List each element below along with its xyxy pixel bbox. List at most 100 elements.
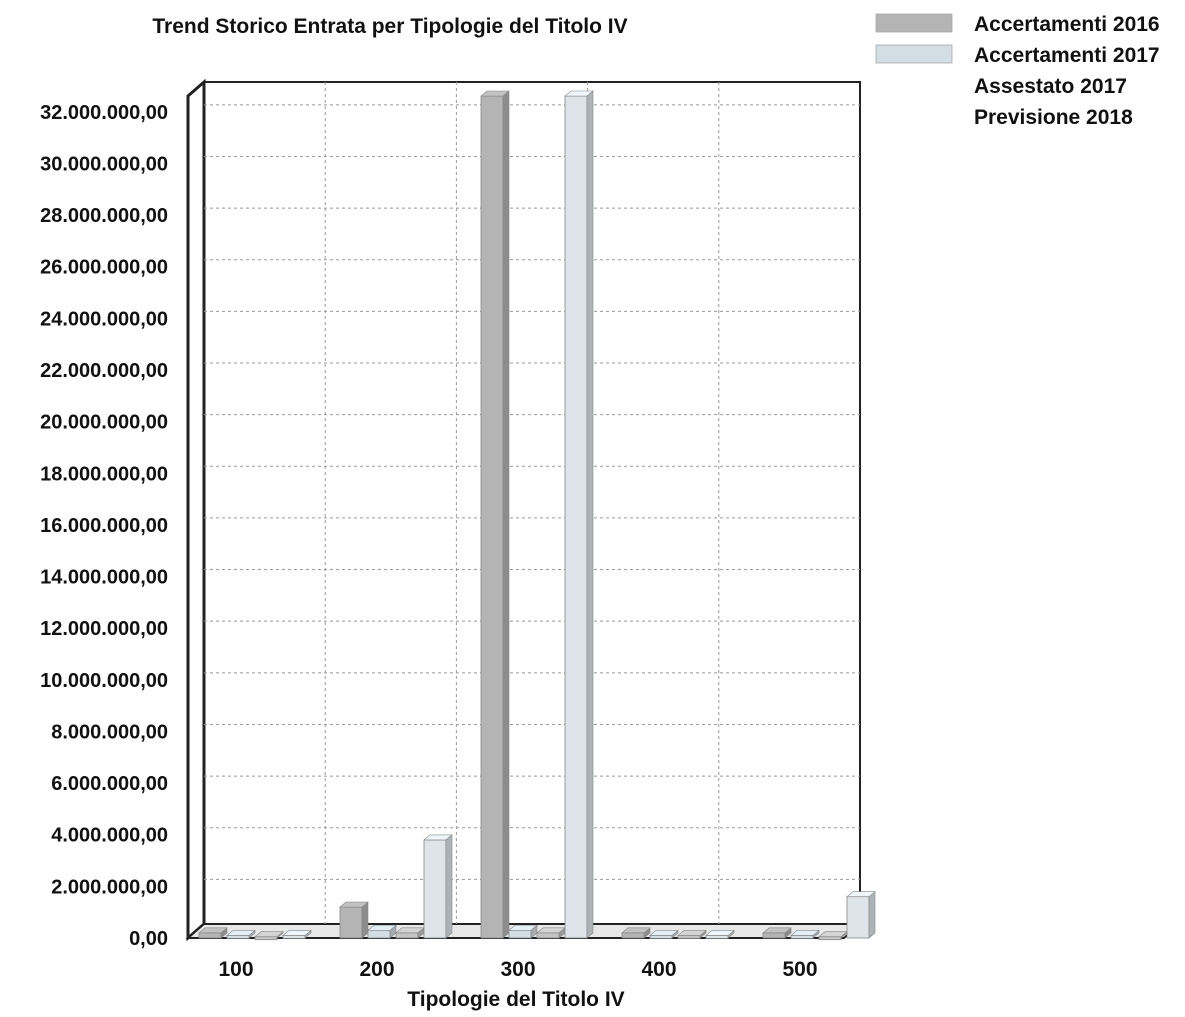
bar: [423, 834, 453, 939]
bar-top: [423, 834, 453, 841]
y-tick-label: 22.000.000,00: [40, 360, 168, 382]
bar-face: [621, 932, 645, 939]
bar-face: [198, 932, 222, 939]
bar-face: [339, 906, 363, 939]
x-axis: 100 200 300 400 500: [218, 958, 817, 981]
bar-top: [790, 930, 820, 936]
y-tick-label: 20.000.000,00: [40, 412, 168, 434]
bar-face: [423, 839, 447, 939]
bar-face: [790, 935, 814, 939]
bar-side: [361, 901, 369, 939]
legend: Accertamenti 2016 Accertamenti 2017 Assest…: [875, 13, 1160, 129]
bar: [282, 929, 312, 939]
bars: [198, 90, 876, 941]
legend-item: Accertamenti 2017: [875, 44, 1160, 67]
y-tick-label: 32.000.000,00: [40, 102, 168, 124]
bar-face: [282, 935, 306, 939]
bar-face: [367, 929, 391, 939]
bar: [536, 927, 566, 939]
x-tick-label: 400: [641, 958, 676, 981]
bar-top: [226, 930, 256, 936]
bar-side: [445, 834, 453, 939]
y-tick-label: 12.000.000,00: [40, 618, 168, 640]
bar-side: [502, 90, 510, 939]
bar-top: [339, 901, 369, 908]
y-axis: 0,00 2.000.000,00 4.000.000,00 6.000.000,00…: [40, 102, 168, 950]
bar-top: [508, 924, 538, 931]
y-tick-label: 2.000.000,00: [51, 876, 168, 898]
bar-face: [705, 935, 729, 939]
bar-top: [282, 930, 312, 936]
bar-side: [868, 891, 876, 939]
bar-top: [705, 930, 735, 936]
bar-top: [649, 930, 679, 936]
bar-face: [564, 95, 588, 939]
bar: [705, 929, 735, 939]
bar: [649, 929, 679, 939]
bar-top: [564, 90, 594, 97]
bar: [339, 901, 369, 939]
y-tick-label: 4.000.000,00: [51, 825, 168, 847]
gridlines: [204, 82, 860, 924]
plot-back-wall: [203, 81, 861, 925]
bar-face: [226, 935, 250, 939]
bar: [677, 929, 707, 939]
chart-title: Trend Storico Entrata per Tipologie del …: [152, 15, 627, 38]
bar-face: [762, 932, 786, 939]
bar: [480, 90, 510, 939]
y-tick-label: 30.000.000,00: [40, 153, 168, 175]
bar-top: [846, 891, 876, 897]
x-tick-label: 200: [359, 958, 394, 981]
y-tick-label: 26.000.000,00: [40, 257, 168, 279]
y-tick-label: 28.000.000,00: [40, 205, 168, 227]
y-tick-label: 18.000.000,00: [40, 463, 168, 485]
bar-side: [586, 90, 594, 939]
bar-face: [395, 932, 419, 939]
bar-face: [254, 936, 278, 941]
bar-face: [846, 896, 870, 939]
bar: [762, 927, 792, 939]
bar-top: [254, 931, 284, 938]
bar-top: [198, 927, 228, 934]
y-tick-label: 16.000.000,00: [40, 515, 168, 537]
x-tick-label: 300: [500, 958, 535, 981]
bar-face: [536, 932, 560, 939]
bar-top: [480, 90, 510, 97]
legend-label: Previsione 2018: [974, 106, 1133, 129]
legend-item: Previsione 2018: [974, 106, 1133, 129]
bar-face: [677, 935, 701, 939]
y-tick-label: 6.000.000,00: [51, 773, 168, 795]
legend-label: Accertamenti 2016: [974, 13, 1160, 36]
y-tick-label: 8.000.000,00: [51, 721, 168, 743]
bar: [367, 924, 397, 939]
x-tick-label: 100: [218, 958, 253, 981]
bar-top: [367, 924, 397, 931]
legend-label: Accertamenti 2017: [974, 44, 1160, 67]
bar: [846, 891, 876, 939]
bar-face: [818, 936, 842, 941]
plot-frame: [185, 78, 863, 942]
y-tick-label: 14.000.000,00: [40, 567, 168, 589]
bar-face: [649, 935, 673, 939]
bar: [790, 929, 820, 939]
bar: [226, 929, 256, 939]
y-tick-label: 0,00: [129, 928, 168, 950]
bar-top: [677, 930, 707, 936]
legend-item: Assestato 2017: [974, 75, 1127, 98]
y-tick-label: 24.000.000,00: [40, 308, 168, 330]
bar: [508, 924, 538, 939]
bar-face: [480, 95, 504, 939]
x-axis-title: Tipologie del Titolo IV: [407, 988, 624, 1011]
y-tick-label: 10.000.000,00: [40, 670, 168, 692]
bar-top: [762, 927, 792, 934]
plot-side-wall: [186, 78, 206, 942]
legend-label: Assestato 2017: [974, 75, 1127, 98]
bar-face: [508, 929, 532, 939]
legend-swatch: [875, 44, 953, 64]
bar: [621, 927, 651, 939]
bar: [198, 927, 228, 939]
bar: [395, 927, 425, 939]
legend-item: Accertamenti 2016: [875, 13, 1160, 36]
